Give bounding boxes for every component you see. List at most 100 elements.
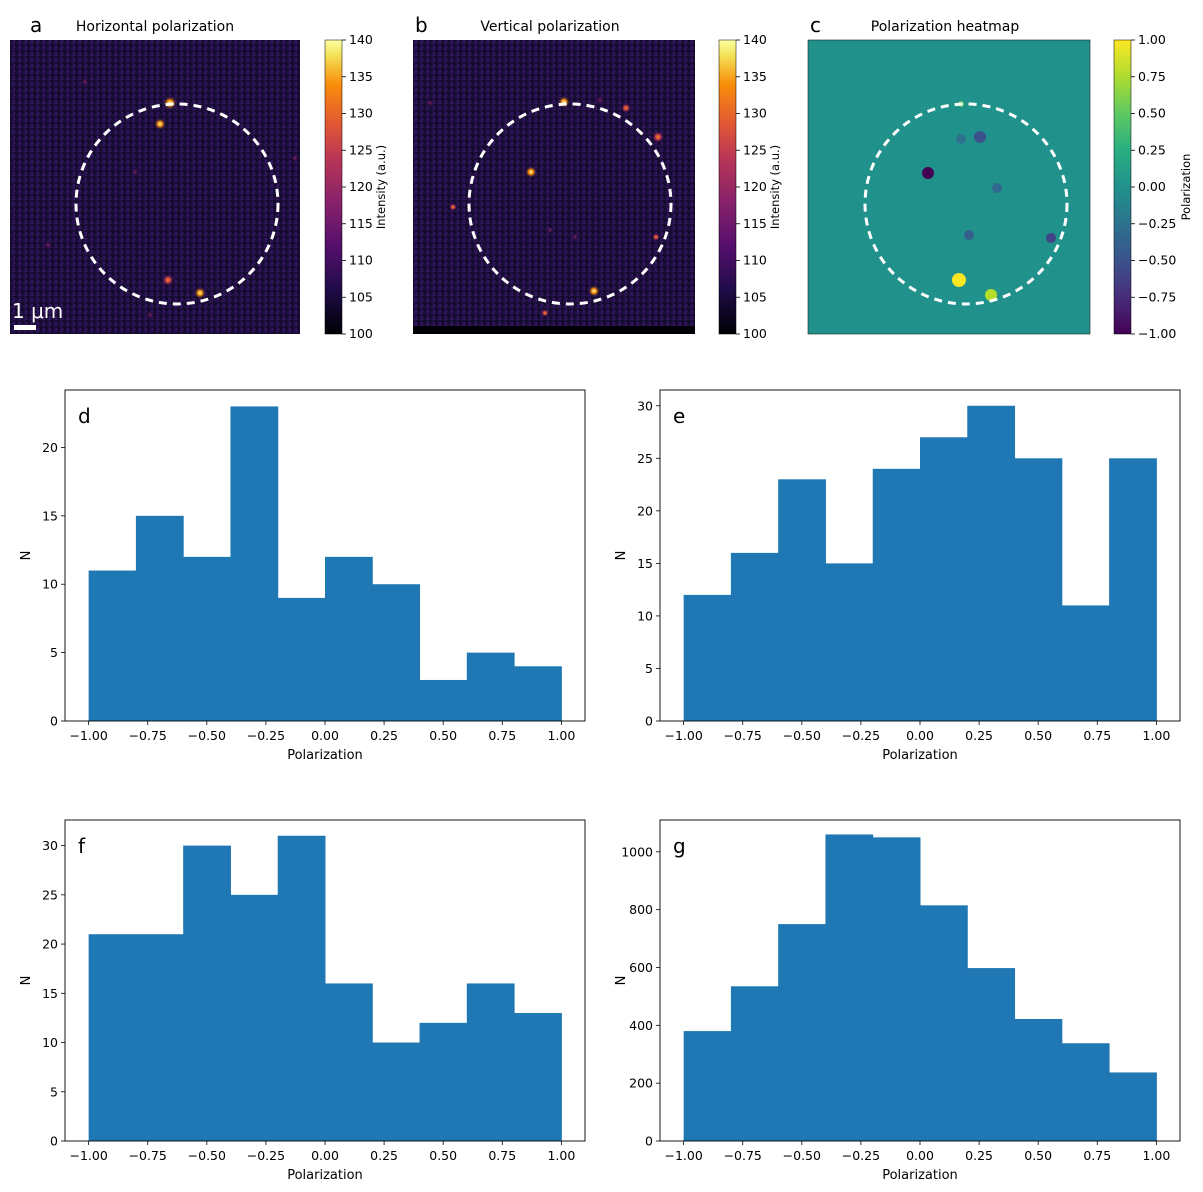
histogram-bar xyxy=(872,468,921,721)
x-axis-label: Polarization xyxy=(882,1168,958,1183)
colorbar-tick-label: 100 xyxy=(349,326,373,341)
polarization-spot xyxy=(985,289,997,301)
y-tick-label: 5 xyxy=(645,661,653,676)
histogram-bar xyxy=(277,835,326,1141)
y-axis-label: N xyxy=(614,551,629,561)
x-tick-label: −1.00 xyxy=(69,728,107,743)
x-tick-label: 0.75 xyxy=(488,728,516,743)
colorbar-tick-label: 0.75 xyxy=(1138,69,1166,84)
y-tick-label: 20 xyxy=(42,937,58,952)
histogram-bar xyxy=(1061,605,1110,721)
panel-letter-d: d xyxy=(78,404,91,428)
emitter-spot xyxy=(81,78,89,86)
colorbar-tick-label: 130 xyxy=(743,106,767,121)
x-tick-label: −0.25 xyxy=(247,1148,285,1163)
emitter-spot xyxy=(44,241,52,249)
y-tick-label: 0 xyxy=(50,1134,58,1149)
histogram-e: −1.00 −0.75 −0.50 −0.25 0.00 0.25 0.50 0.75 1.00… xyxy=(614,389,1181,763)
histogram-bar xyxy=(825,834,874,1141)
y-tick-label: 200 xyxy=(629,1076,653,1091)
x-axis-label: Polarization xyxy=(287,748,363,763)
x-tick-label: −0.75 xyxy=(724,1148,762,1163)
panel-c: c Polarization heatmap 1.00 0.75 0.50 0.25 0… xyxy=(807,13,1193,341)
x-tick-label: 0.25 xyxy=(370,728,398,743)
histogram-bar xyxy=(277,597,326,721)
x-tick-label: 0.00 xyxy=(311,1148,339,1163)
y-tick-label: 0 xyxy=(645,714,653,729)
emitter-spot xyxy=(146,311,154,319)
panel-c-spots xyxy=(922,101,1056,301)
x-tick-label: −0.25 xyxy=(842,728,880,743)
histogram-bar xyxy=(1014,458,1063,721)
histogram-bar xyxy=(466,652,515,721)
x-tick-label: 0.50 xyxy=(1024,728,1052,743)
polarization-spot xyxy=(992,183,1002,193)
colorbar-tick-label: 0.00 xyxy=(1138,179,1166,194)
emitter-spot xyxy=(596,96,604,104)
emitter-spot xyxy=(546,226,554,234)
panel-a-image xyxy=(10,40,300,334)
x-tick-label: −0.75 xyxy=(129,1148,167,1163)
colorbar-tick-label: 125 xyxy=(349,142,373,157)
x-tick-label: −1.00 xyxy=(69,1148,107,1163)
polarization-spot xyxy=(964,230,974,240)
emitter-spot xyxy=(154,118,166,130)
panel-letter-f: f xyxy=(78,834,86,858)
colorbar-tick-label: 0.25 xyxy=(1138,142,1166,157)
y-tick-label: 5 xyxy=(50,1084,58,1099)
y-tick-label: 5 xyxy=(50,645,58,660)
emitter-spot xyxy=(588,285,600,297)
emitter-spot xyxy=(571,233,579,241)
colorbar-tick-label: 0.50 xyxy=(1138,106,1166,121)
panel-letter-b: b xyxy=(415,13,428,37)
colorbar-tick-label: 140 xyxy=(743,32,767,47)
x-tick-label: −0.50 xyxy=(783,728,821,743)
colorbar-b xyxy=(718,39,737,335)
x-tick-label: 0.25 xyxy=(370,1148,398,1163)
histogram-bar xyxy=(88,570,137,721)
x-tick-label: −0.25 xyxy=(842,1148,880,1163)
polarization-spot xyxy=(1046,233,1056,243)
colorbar-tick-label: 125 xyxy=(743,142,767,157)
polarization-spot xyxy=(974,131,986,143)
colorbar-tick-label: 135 xyxy=(349,69,373,84)
histogram-bar xyxy=(920,437,968,721)
polarization-spot xyxy=(922,167,934,179)
histogram-bar xyxy=(183,845,231,1141)
panel-c-title: Polarization heatmap xyxy=(871,19,1020,35)
x-tick-label: −0.25 xyxy=(247,728,285,743)
x-tick-label: 0.50 xyxy=(1024,1148,1052,1163)
panel-a: a Horizontal polarization 1 μm 140 135 130… xyxy=(10,13,388,341)
y-axis-label: N xyxy=(19,976,34,986)
colorbar-tick-label: −0.50 xyxy=(1138,253,1176,268)
histogram-bar xyxy=(135,515,184,721)
histogram-bar xyxy=(514,666,562,721)
histogram-bar xyxy=(683,594,732,721)
colorbar-tick-label: −0.25 xyxy=(1138,216,1176,231)
x-tick-label: −0.75 xyxy=(129,728,167,743)
y-tick-label: 0 xyxy=(50,714,58,729)
histogram-bar xyxy=(325,983,373,1141)
colorbar-tick-label: 115 xyxy=(349,216,373,231)
y-tick-label: 10 xyxy=(637,608,653,623)
colorbar-b-label: Intensity (a.u.) xyxy=(768,145,782,229)
histogram-bar xyxy=(1061,1043,1110,1141)
histogram-bar xyxy=(778,479,826,721)
x-tick-label: 1.00 xyxy=(547,728,575,743)
polarization-spot xyxy=(952,273,966,287)
y-tick-label: 10 xyxy=(42,577,58,592)
y-tick-label: 20 xyxy=(42,440,58,455)
colorbar-tick-label: 130 xyxy=(349,106,373,121)
y-tick-label: 15 xyxy=(42,508,58,523)
histogram-bar xyxy=(872,837,921,1141)
scale-bar xyxy=(14,325,36,330)
x-tick-label: 0.25 xyxy=(965,728,993,743)
y-tick-label: 10 xyxy=(42,1035,58,1050)
colorbar-tick-label: 105 xyxy=(349,289,373,304)
x-tick-label: 0.50 xyxy=(429,1148,457,1163)
colorbar-tick-label: 1.00 xyxy=(1138,32,1166,47)
emitter-spot xyxy=(621,103,631,113)
emitter-spot xyxy=(558,96,570,108)
panel-letter-e: e xyxy=(673,404,685,428)
histogram-bar xyxy=(1109,1072,1157,1141)
